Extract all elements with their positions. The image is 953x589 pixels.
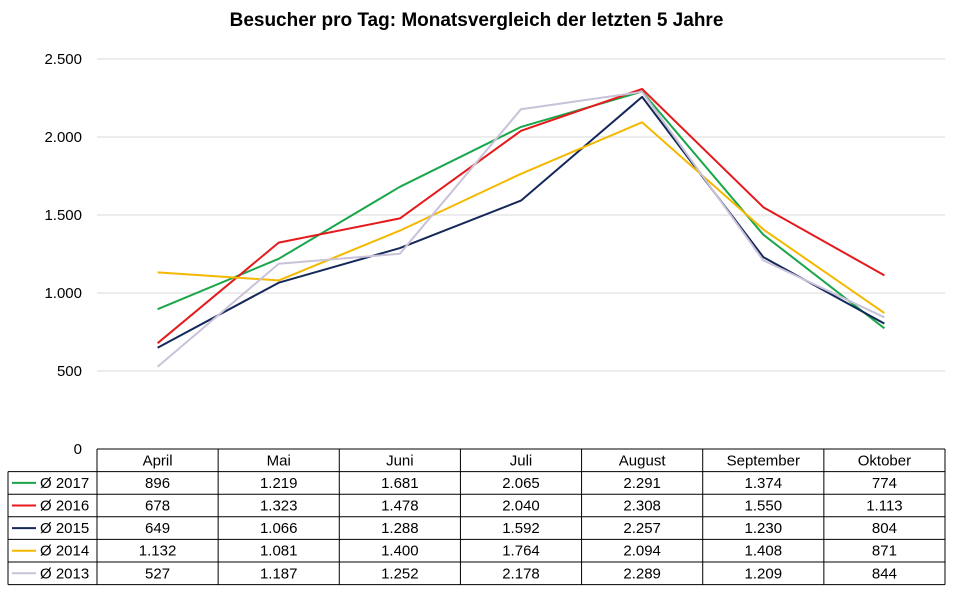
data-label: 1.408 [745,543,783,560]
data-label: 1.592 [502,520,540,537]
data-label: 774 [872,475,897,492]
y-tick-label: 500 [57,363,82,380]
y-tick-label: 2.500 [44,51,82,68]
data-label: 2.289 [623,565,661,582]
data-label: 678 [145,498,170,515]
x-tick-label: Juli [510,452,533,469]
x-tick-label: September [727,452,800,469]
data-label: 2.094 [623,543,661,560]
data-label: 1.252 [381,565,419,582]
data-label: 1.066 [260,520,298,537]
data-label: 844 [872,565,897,582]
data-label: 1.209 [745,565,783,582]
y-tick-label: 2.000 [44,129,82,146]
chart-title: Besucher pro Tag: Monatsvergleich der le… [229,10,724,31]
series-line [157,121,885,314]
series-line [156,88,885,344]
data-label: 1.681 [381,475,419,492]
data-label: 804 [872,520,897,537]
series-line [157,90,886,330]
x-tick-label: Mai [267,452,291,469]
legend-label: Ø 2015 [40,520,89,537]
legend-label: Ø 2017 [40,475,89,492]
x-tick-label: Juni [386,452,414,469]
data-label: 1.323 [260,498,298,515]
series-line [156,90,885,368]
data-label: 1.550 [745,498,783,515]
data-label: 2.291 [623,475,661,492]
data-label: 1.764 [502,543,540,560]
data-table: April Mai Juni Juli August September Oktober Ø … [7,448,946,586]
data-label: 1.478 [381,498,419,515]
data-label: 1.081 [260,543,298,560]
data-label: 649 [145,520,170,537]
data-label: 1.132 [139,543,177,560]
x-tick-label: August [619,452,667,469]
data-label: 1.230 [745,520,783,537]
data-label: 871 [872,543,897,560]
series-lines [156,88,886,368]
y-axis: 0 500 1.000 1.500 2.000 2.500 [44,51,82,458]
data-label: 2.178 [502,565,540,582]
data-label: 1.400 [381,543,419,560]
data-label: 1.374 [745,475,783,492]
data-label: 2.308 [623,498,661,515]
y-tick-label: 0 [74,441,82,458]
data-label: 527 [145,565,170,582]
x-tick-label: April [143,452,173,469]
data-label: 2.257 [623,520,661,537]
data-label: 2.065 [502,475,540,492]
data-label: 896 [145,475,170,492]
y-tick-label: 1.500 [44,207,82,224]
series-line [157,95,885,349]
data-label: 1.187 [260,565,298,582]
legend-label: Ø 2013 [40,565,89,582]
gridlines [97,58,945,372]
y-tick-label: 1.000 [44,285,82,302]
data-label: 1.219 [260,475,298,492]
data-label: 1.113 [866,498,902,515]
legend-label: Ø 2016 [40,498,89,515]
data-label: 1.288 [381,520,419,537]
data-label: 2.040 [502,498,540,515]
legend-label: Ø 2014 [40,543,89,560]
x-tick-label: Oktober [858,452,911,469]
